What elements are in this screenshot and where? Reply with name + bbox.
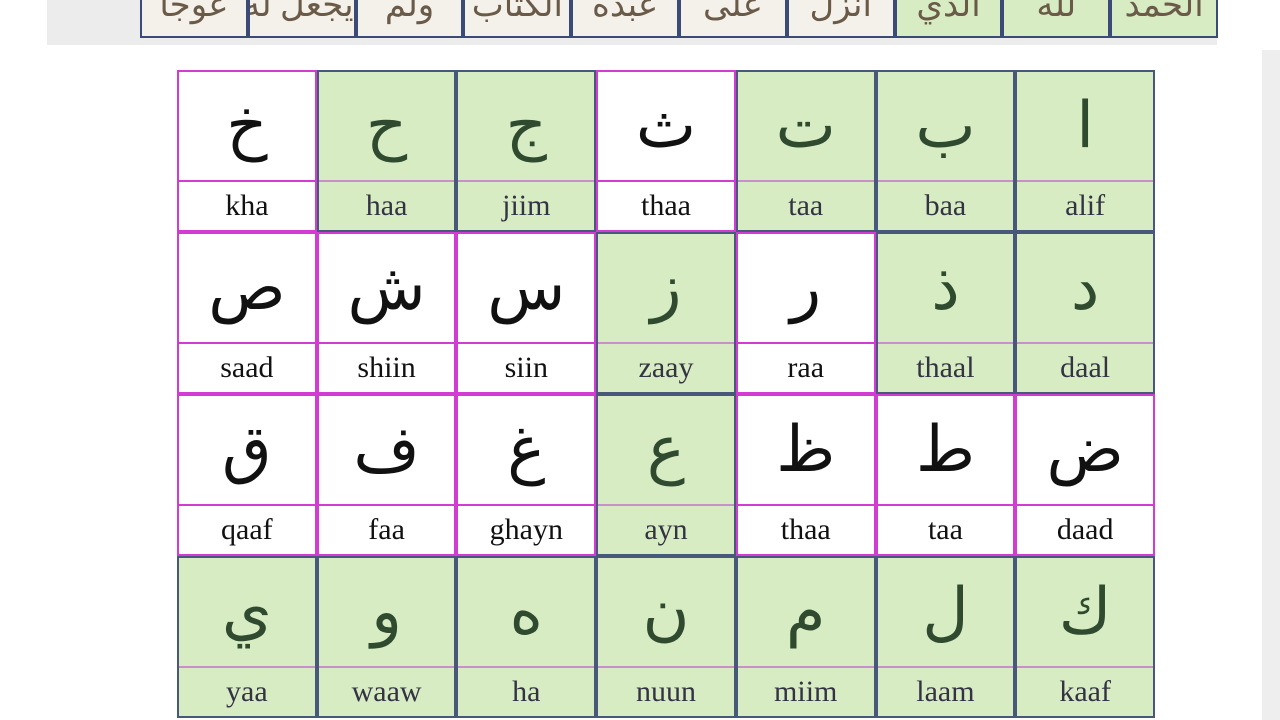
letter-name: waaw [318,666,455,716]
letter-cell: ض daad [1015,394,1155,556]
letter-cell: ر raa [735,232,876,394]
arabic-letter: ن [642,575,690,649]
letter-cell: ي yaa [177,556,317,718]
letter-cell: ز zaay [596,232,736,394]
arabic-letter: ع [646,413,686,487]
letter-name: daal [1017,342,1153,392]
letter-name: siin [458,342,595,392]
arabic-letter: س [487,251,566,325]
letter-name: nuun [598,666,734,716]
header-word: الذي [894,0,1003,38]
letter-cell: د daal [1015,232,1155,394]
letter-name: ayn [598,504,734,554]
arabic-letter: ب [915,89,976,163]
header-word: ولم [355,0,464,38]
header-word: يجعل له [247,0,356,38]
arabic-letter: ض [1046,413,1124,487]
letter-cell: ظ thaa [735,394,876,556]
letter-name: taa [737,180,874,230]
header-word: عوجا [140,0,248,38]
letter-name: kaaf [1017,666,1153,716]
letter-name: faa [318,504,455,554]
arabic-letter: ذ [931,251,960,325]
scrollbar [1262,50,1280,720]
arabic-letter: م [785,575,826,649]
letter-cell: ا alif [1015,70,1155,232]
letter-name: laam [877,666,1014,716]
arabic-letter: ز [650,251,682,325]
letter-name: thaa [598,180,734,230]
letter-cell: ه ha [456,556,597,718]
letter-name: alif [1017,180,1153,230]
header-word: على [679,0,787,38]
alphabet-table: ا alif ب baa ت taa ث thaa ج jiim ح haa خ kha د daal ذ tha… [177,70,1155,718]
arabic-letter: ت [775,89,836,163]
letter-cell: ع ayn [596,394,736,556]
header-word: لله [1002,0,1111,38]
letter-cell: ب baa [875,70,1016,232]
letter-name: haa [318,180,455,230]
arabic-letter: ف [353,413,420,487]
letter-cell: س siin [456,232,597,394]
arabic-letter: ح [365,89,408,163]
letter-cell: ح haa [316,70,457,232]
letter-name: jiim [458,180,595,230]
letter-name: shiin [318,342,455,392]
letter-name: zaay [598,342,734,392]
letter-cell: خ kha [177,70,317,232]
letter-cell: ج jiim [456,70,597,232]
letter-cell: ك kaaf [1015,556,1155,718]
letter-cell: ل laam [875,556,1016,718]
arabic-letter: ش [347,251,426,325]
letter-name: thaal [877,342,1014,392]
arabic-letter: ي [221,575,272,649]
arabic-letter: د [1070,251,1100,325]
letter-name: thaa [737,504,874,554]
arabic-letter: ق [222,413,272,487]
arabic-letter: ط [915,413,976,487]
letter-name: ha [458,666,595,716]
header-word: عبده [571,0,680,38]
letter-cell: ن nuun [596,556,736,718]
arabic-letter: ج [505,89,547,163]
arabic-letter: خ [226,89,268,163]
letter-cell: و waaw [316,556,457,718]
header-words: الحمد لله الذي أنزل على عبده الكتاب ولم يجعل له ع… [140,0,1218,38]
arabic-letter: ل [922,575,969,649]
letter-name: miim [737,666,874,716]
arabic-letter: ر [790,251,822,325]
arabic-letter: ه [509,575,544,649]
letter-cell: م miim [735,556,876,718]
header-word: الحمد [1110,0,1218,38]
letter-name: daad [1017,504,1153,554]
arabic-letter: ظ [776,413,836,487]
letter-name: taa [877,504,1014,554]
letter-name: qaaf [179,504,315,554]
letter-cell: ت taa [735,70,876,232]
letter-name: kha [179,180,315,230]
letter-cell: غ ghayn [456,394,597,556]
letter-name: yaa [179,666,315,716]
letter-cell: ق qaaf [177,394,317,556]
letter-name: baa [877,180,1014,230]
header-word: الكتاب [463,0,572,38]
letter-name: ghayn [458,504,595,554]
letter-cell: ص saad [177,232,317,394]
letter-cell: ف faa [316,394,457,556]
header-word: أنزل [786,0,895,38]
letter-cell: ط taa [875,394,1016,556]
arabic-letter: ث [635,89,697,163]
letter-cell: ذ thaal [875,232,1016,394]
letter-cell: ث thaa [596,70,736,232]
arabic-letter: ك [1058,575,1112,649]
arabic-letter: و [371,575,403,649]
arabic-letter: ص [208,251,286,325]
arabic-letter: ا [1076,89,1095,163]
letter-name: raa [737,342,874,392]
letter-name: saad [179,342,315,392]
letter-cell: ش shiin [316,232,457,394]
arabic-letter: غ [507,413,546,487]
